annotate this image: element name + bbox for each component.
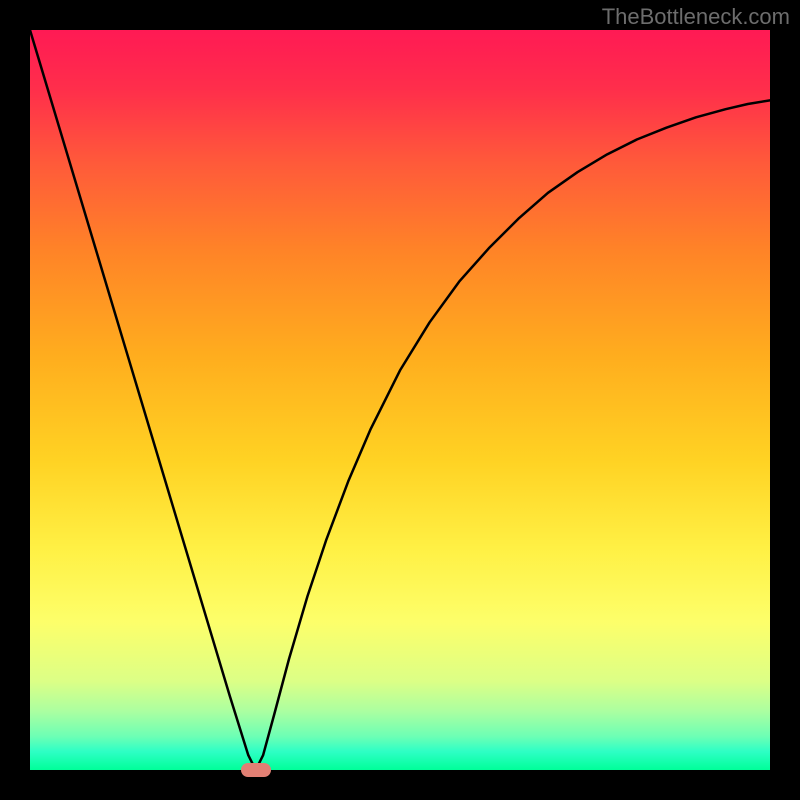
watermark-text: TheBottleneck.com [602,4,790,30]
chart-frame: TheBottleneck.com [0,0,800,800]
bottleneck-curve [30,30,770,770]
minimum-marker [241,763,271,777]
plot-area [30,30,770,770]
